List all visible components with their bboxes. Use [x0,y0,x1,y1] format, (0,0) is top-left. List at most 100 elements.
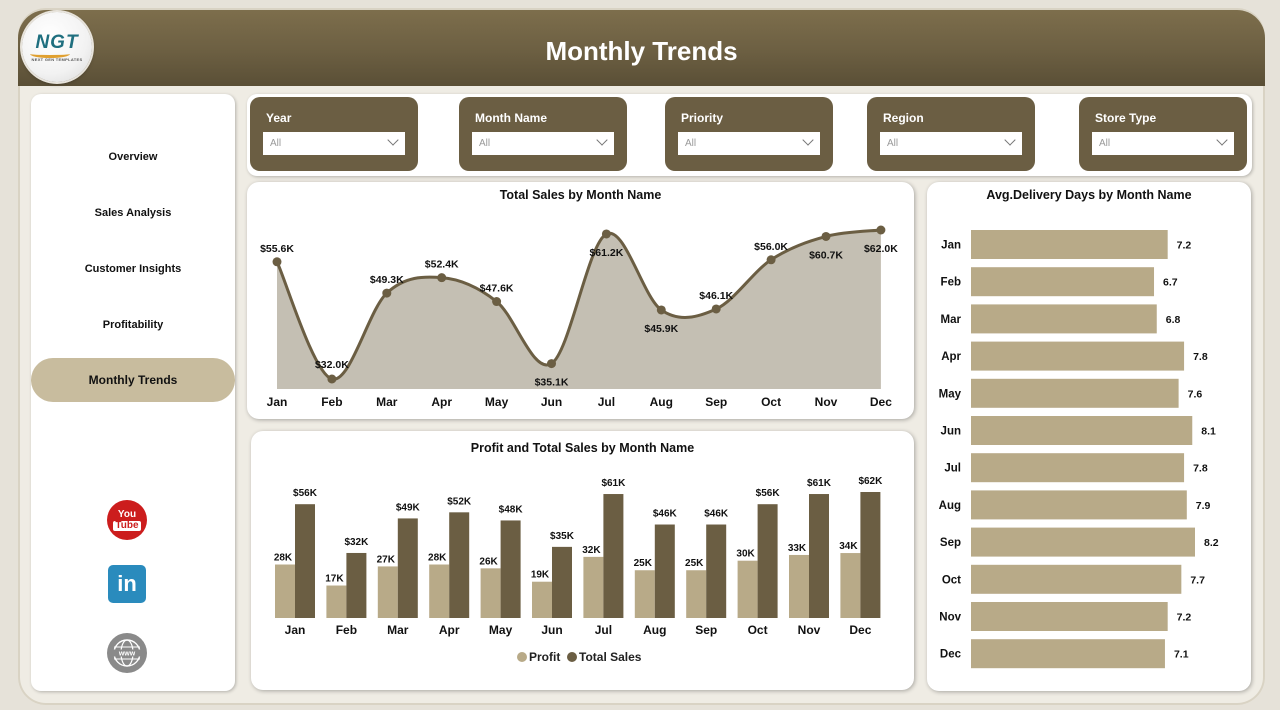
sales-label: $62K [858,476,883,487]
website-globe-icon[interactable]: www [107,633,147,673]
x-axis-label: Aug [643,623,666,637]
data-point [272,257,282,267]
linkedin-icon[interactable]: in [108,565,146,603]
profit-bar [634,570,655,618]
sales-label: $61K [807,478,832,489]
chart-title: Profit and Total Sales by Month Name [470,441,695,455]
header-bar: Monthly Trends [18,10,1265,86]
linkedin-text: in [117,571,137,596]
total-sales-bar [449,512,470,618]
year-dropdown[interactable]: All [263,132,405,155]
data-point [876,225,886,235]
value-label: 7.8 [1193,351,1208,363]
avg-delivery-bar-chart[interactable]: Jan 7.2 Feb 6.7 Mar 6.8 Apr 7.8 May 7.6 Jun 8.1 Jul 7… [927,182,1251,691]
x-axis-label: Sep [695,623,717,637]
data-label: $62.0K [864,243,898,255]
region-dropdown[interactable]: All [880,132,1022,155]
legend-sales-marker [567,652,577,662]
avg-delivery-chart-card: Avg.Delivery Days by Month Name Jan 7.2 Fe… [927,182,1251,691]
logo-swoosh-icon [30,50,70,58]
value-label: 7.1 [1174,649,1189,661]
profit-label: 28K [274,553,293,564]
chart-title: Avg.Delivery Days by Month Name [986,188,1192,202]
data-label: $52.4K [425,259,459,271]
dropdown-value: All [685,138,697,149]
profit-bar [789,554,809,618]
store-type-dropdown[interactable]: All [1092,132,1234,155]
x-axis-label: Sep [705,395,727,409]
page-title: Monthly Trends [545,36,738,66]
profit-bar [583,556,604,618]
y-axis-label: Nov [939,612,961,624]
sales-label: $32K [344,537,369,548]
sales-label: $56K [293,488,318,499]
profit-bar [480,568,501,618]
data-label: $56.0K [754,241,788,253]
data-point [821,231,831,241]
value-label: 8.1 [1201,426,1216,438]
profit-label: 26K [479,556,498,567]
y-axis-label: Aug [939,500,961,512]
data-point [656,305,666,315]
priority-dropdown[interactable]: All [678,132,820,155]
x-axis-label: Mar [376,395,398,409]
sidebar-item-customer-insights[interactable]: Customer Insights [84,263,182,275]
data-point [327,374,337,384]
value-label: 7.6 [1188,388,1203,400]
x-axis-label: Jul [598,395,615,409]
profit-label: 27K [377,554,396,565]
filter-label: Year [266,111,292,125]
x-axis-label: Jun [541,623,562,637]
youtube-icon[interactable]: You Tube [107,500,147,540]
delivery-bar [971,490,1187,520]
legend-total-sales: Total Sales [579,650,642,664]
delivery-bar [971,639,1165,669]
profit-label: 32K [582,545,601,556]
filter-year: Year All [250,97,418,171]
total-sales-bar [860,492,881,618]
sidebar-item-profitability[interactable]: Profitability [102,319,164,331]
legend-profit: Profit [529,650,560,664]
x-axis-label: May [485,395,509,409]
value-label: 6.7 [1163,277,1178,289]
delivery-bar [971,341,1185,371]
sidebar-item-sales-analysis[interactable]: Sales Analysis [94,207,172,219]
filter-label: Store Type [1095,111,1157,125]
filter-label: Month Name [475,111,547,125]
chevron-down-icon [1004,134,1016,146]
dropdown-value: All [1099,138,1111,149]
sales-label: $48K [499,504,524,515]
delivery-bar [971,602,1168,631]
delivery-bar [971,230,1168,259]
delivery-bar [971,416,1193,445]
month-name-dropdown[interactable]: All [472,132,614,155]
delivery-bar [971,527,1195,557]
data-point [711,304,721,314]
total-sales-bar [346,552,367,618]
dropdown-value: All [270,138,282,149]
logo-subtext: NEXT GEN TEMPLATES [31,57,83,62]
profit-bar [275,564,295,618]
sidebar-item-overview[interactable]: Overview [108,151,158,163]
area-fill [277,230,881,389]
profit-label: 34K [839,541,858,552]
sidebar-item-monthly-trends[interactable]: Monthly Trends [31,358,235,402]
delivery-bar [971,267,1155,297]
sales-label: $52K [447,496,472,507]
profit-bar [532,581,552,618]
data-label: $35.1K [535,377,569,389]
filter-store-type: Store Type All [1079,97,1247,171]
profit-label: 28K [428,553,447,564]
value-label: 8.2 [1204,537,1219,549]
total-sales-bar [809,494,829,618]
x-axis-label: Dec [870,395,892,409]
total-sales-bar [757,504,778,618]
profit-sales-column-chart[interactable]: 28K $56K Jan 17K $32K Feb 27K $49K Mar 28K $52K Apr… [251,431,914,690]
globe-icon: www [113,639,141,667]
delivery-bar [971,304,1157,334]
total-sales-area-chart[interactable]: $55.6K Jan $32.0K Feb $49.3K Mar $52.4K Apr $47.… [247,182,914,419]
sales-label: $46K [653,509,678,520]
sidebar: Overview Sales Analysis Customer Insight… [31,94,235,691]
x-axis-label: Apr [431,395,452,409]
total-sales-bar [654,524,675,618]
